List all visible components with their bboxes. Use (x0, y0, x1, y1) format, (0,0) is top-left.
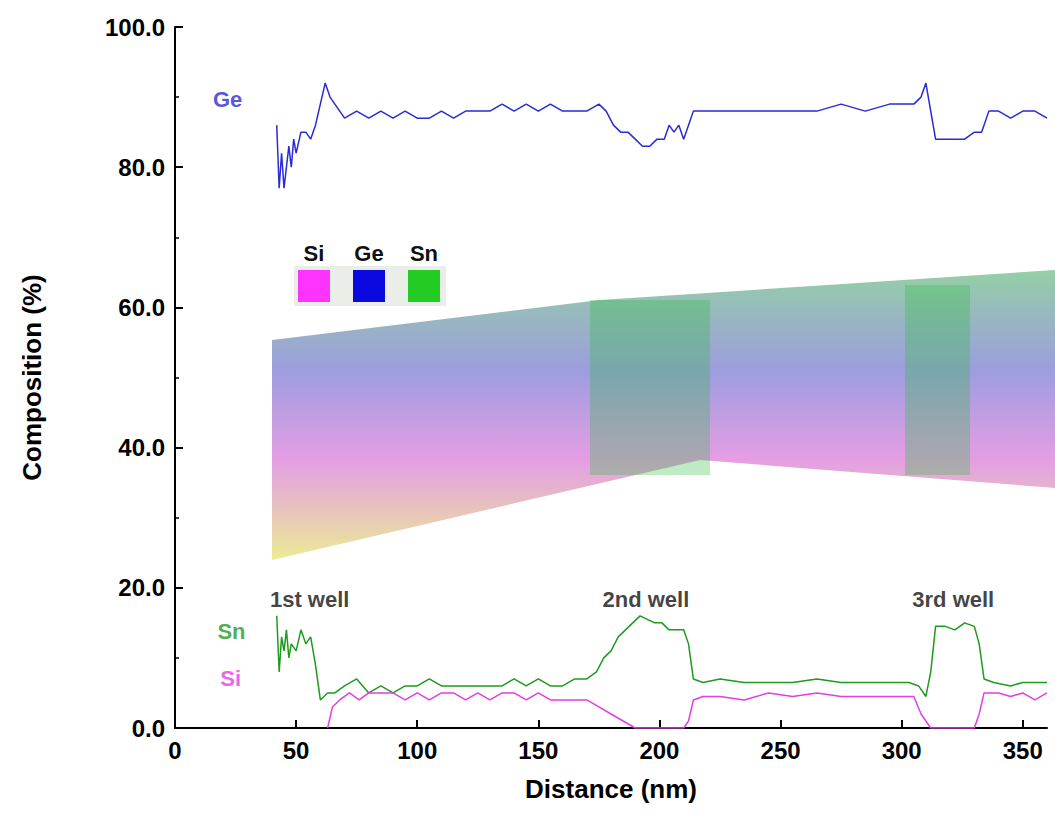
svg-text:100.0: 100.0 (105, 14, 165, 41)
svg-text:Ge: Ge (213, 87, 242, 112)
svg-text:100: 100 (397, 737, 437, 764)
svg-text:20.0: 20.0 (118, 574, 165, 601)
svg-text:Distance (nm): Distance (nm) (525, 774, 697, 804)
svg-text:0.0: 0.0 (132, 715, 165, 742)
svg-text:Composition (%): Composition (%) (17, 274, 47, 481)
svg-text:200: 200 (639, 737, 679, 764)
svg-text:1st well: 1st well (270, 587, 349, 612)
svg-text:150: 150 (518, 737, 558, 764)
svg-text:40.0: 40.0 (118, 434, 165, 461)
svg-text:50: 50 (283, 737, 310, 764)
svg-text:Sn: Sn (410, 241, 438, 266)
svg-text:Sn: Sn (217, 619, 245, 644)
svg-text:350: 350 (1003, 737, 1043, 764)
svg-text:80.0: 80.0 (118, 154, 165, 181)
svg-text:3rd well: 3rd well (912, 587, 994, 612)
svg-text:Si: Si (304, 241, 325, 266)
svg-text:Si: Si (220, 666, 241, 691)
svg-text:60.0: 60.0 (118, 294, 165, 321)
svg-text:2nd well: 2nd well (602, 587, 689, 612)
svg-text:300: 300 (882, 737, 922, 764)
svg-text:Ge: Ge (354, 241, 383, 266)
svg-text:0: 0 (168, 737, 181, 764)
svg-text:250: 250 (761, 737, 801, 764)
